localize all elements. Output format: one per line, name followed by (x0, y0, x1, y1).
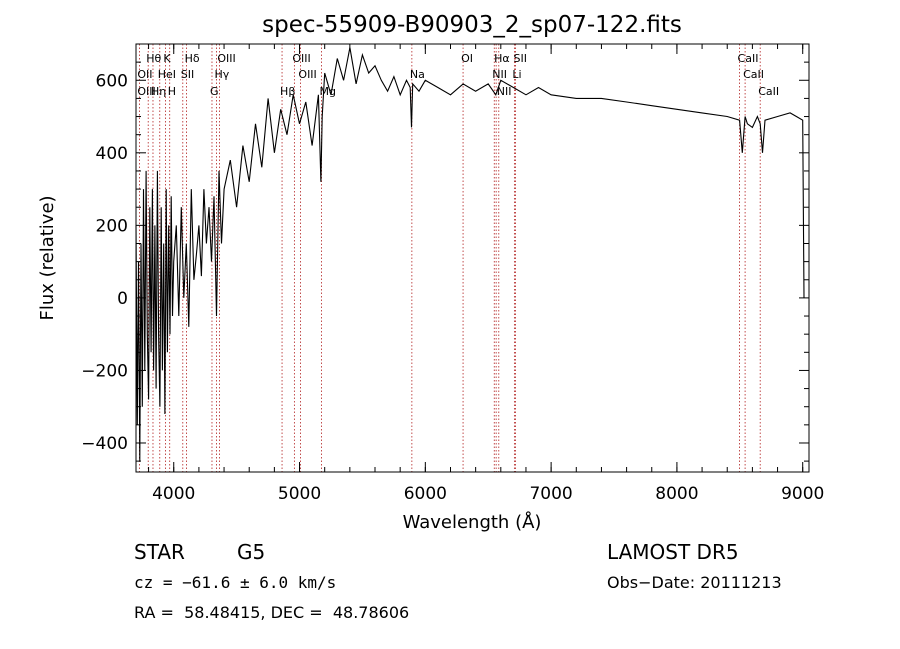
line-label: G (210, 85, 219, 98)
redshift-velocity: cz = −61.6 ± 6.0 km/s (134, 573, 337, 592)
line-label: NII (492, 68, 507, 81)
line-label: OIII (217, 52, 235, 65)
ra-dec: RA = 58.48415, DEC = 48.78606 (134, 603, 410, 622)
y-tick-label: −200 (81, 361, 128, 381)
line-label: OIII (137, 85, 155, 98)
y-tick-label: 600 (96, 71, 128, 91)
x-axis: 4000 5000 6000 7000 8000 9000 (148, 44, 824, 504)
line-label: Hγ (215, 68, 230, 81)
line-label: Hβ (280, 85, 295, 98)
line-label: Hδ (185, 52, 200, 65)
x-tick-label: 4000 (152, 484, 195, 504)
y-tick-label: −400 (81, 434, 128, 454)
line-label: Hη (151, 85, 166, 98)
line-label: K (163, 52, 171, 65)
line-label: OIII (298, 68, 316, 81)
y-tick-label: 400 (96, 144, 128, 164)
x-tick-label: 5000 (278, 484, 321, 504)
line-label: Na (410, 68, 425, 81)
line-label: OII (137, 68, 152, 81)
line-label: CaII (743, 68, 764, 81)
line-label: CaII (758, 85, 779, 98)
line-label: Mg (320, 85, 336, 98)
y-tick-label: 200 (96, 216, 128, 236)
y-tick-label: 0 (117, 289, 128, 309)
x-tick-label: 6000 (404, 484, 447, 504)
plot-frame (135, 43, 810, 473)
line-label: SII (181, 68, 194, 81)
line-label: H (168, 85, 176, 98)
object-class: STAR (134, 540, 185, 564)
x-tick-label: 9000 (781, 484, 824, 504)
x-tick-label: 7000 (529, 484, 572, 504)
line-label: OI (461, 52, 473, 65)
line-label: OIII (292, 52, 310, 65)
line-label: Li (512, 68, 521, 81)
y-axis-label: Flux (relative) (37, 195, 58, 320)
line-label: HeI (158, 68, 176, 81)
chart-title: spec-55909-B90903_2_sp07-122.fits (262, 12, 682, 38)
line-labels: Hθ K Hδ OIII OIII OI Hα SII CaII OII HeI SII Hγ OIII N… (137, 52, 779, 98)
line-label: NII (497, 85, 512, 98)
line-label: Hα (494, 52, 510, 65)
spectrum-line (135, 47, 805, 462)
x-axis-label: Wavelength (Å) (403, 511, 542, 533)
observation-date: Obs−Date: 20111213 (607, 573, 782, 592)
line-label: Hθ (146, 52, 161, 65)
survey-label: LAMOST DR5 (607, 540, 739, 564)
line-label: SII (514, 52, 527, 65)
object-subclass: G5 (237, 540, 266, 564)
y-axis: −400 −200 0 200 400 600 (81, 61, 809, 462)
x-tick-label: 8000 (655, 484, 698, 504)
line-label: CaII (738, 52, 759, 65)
